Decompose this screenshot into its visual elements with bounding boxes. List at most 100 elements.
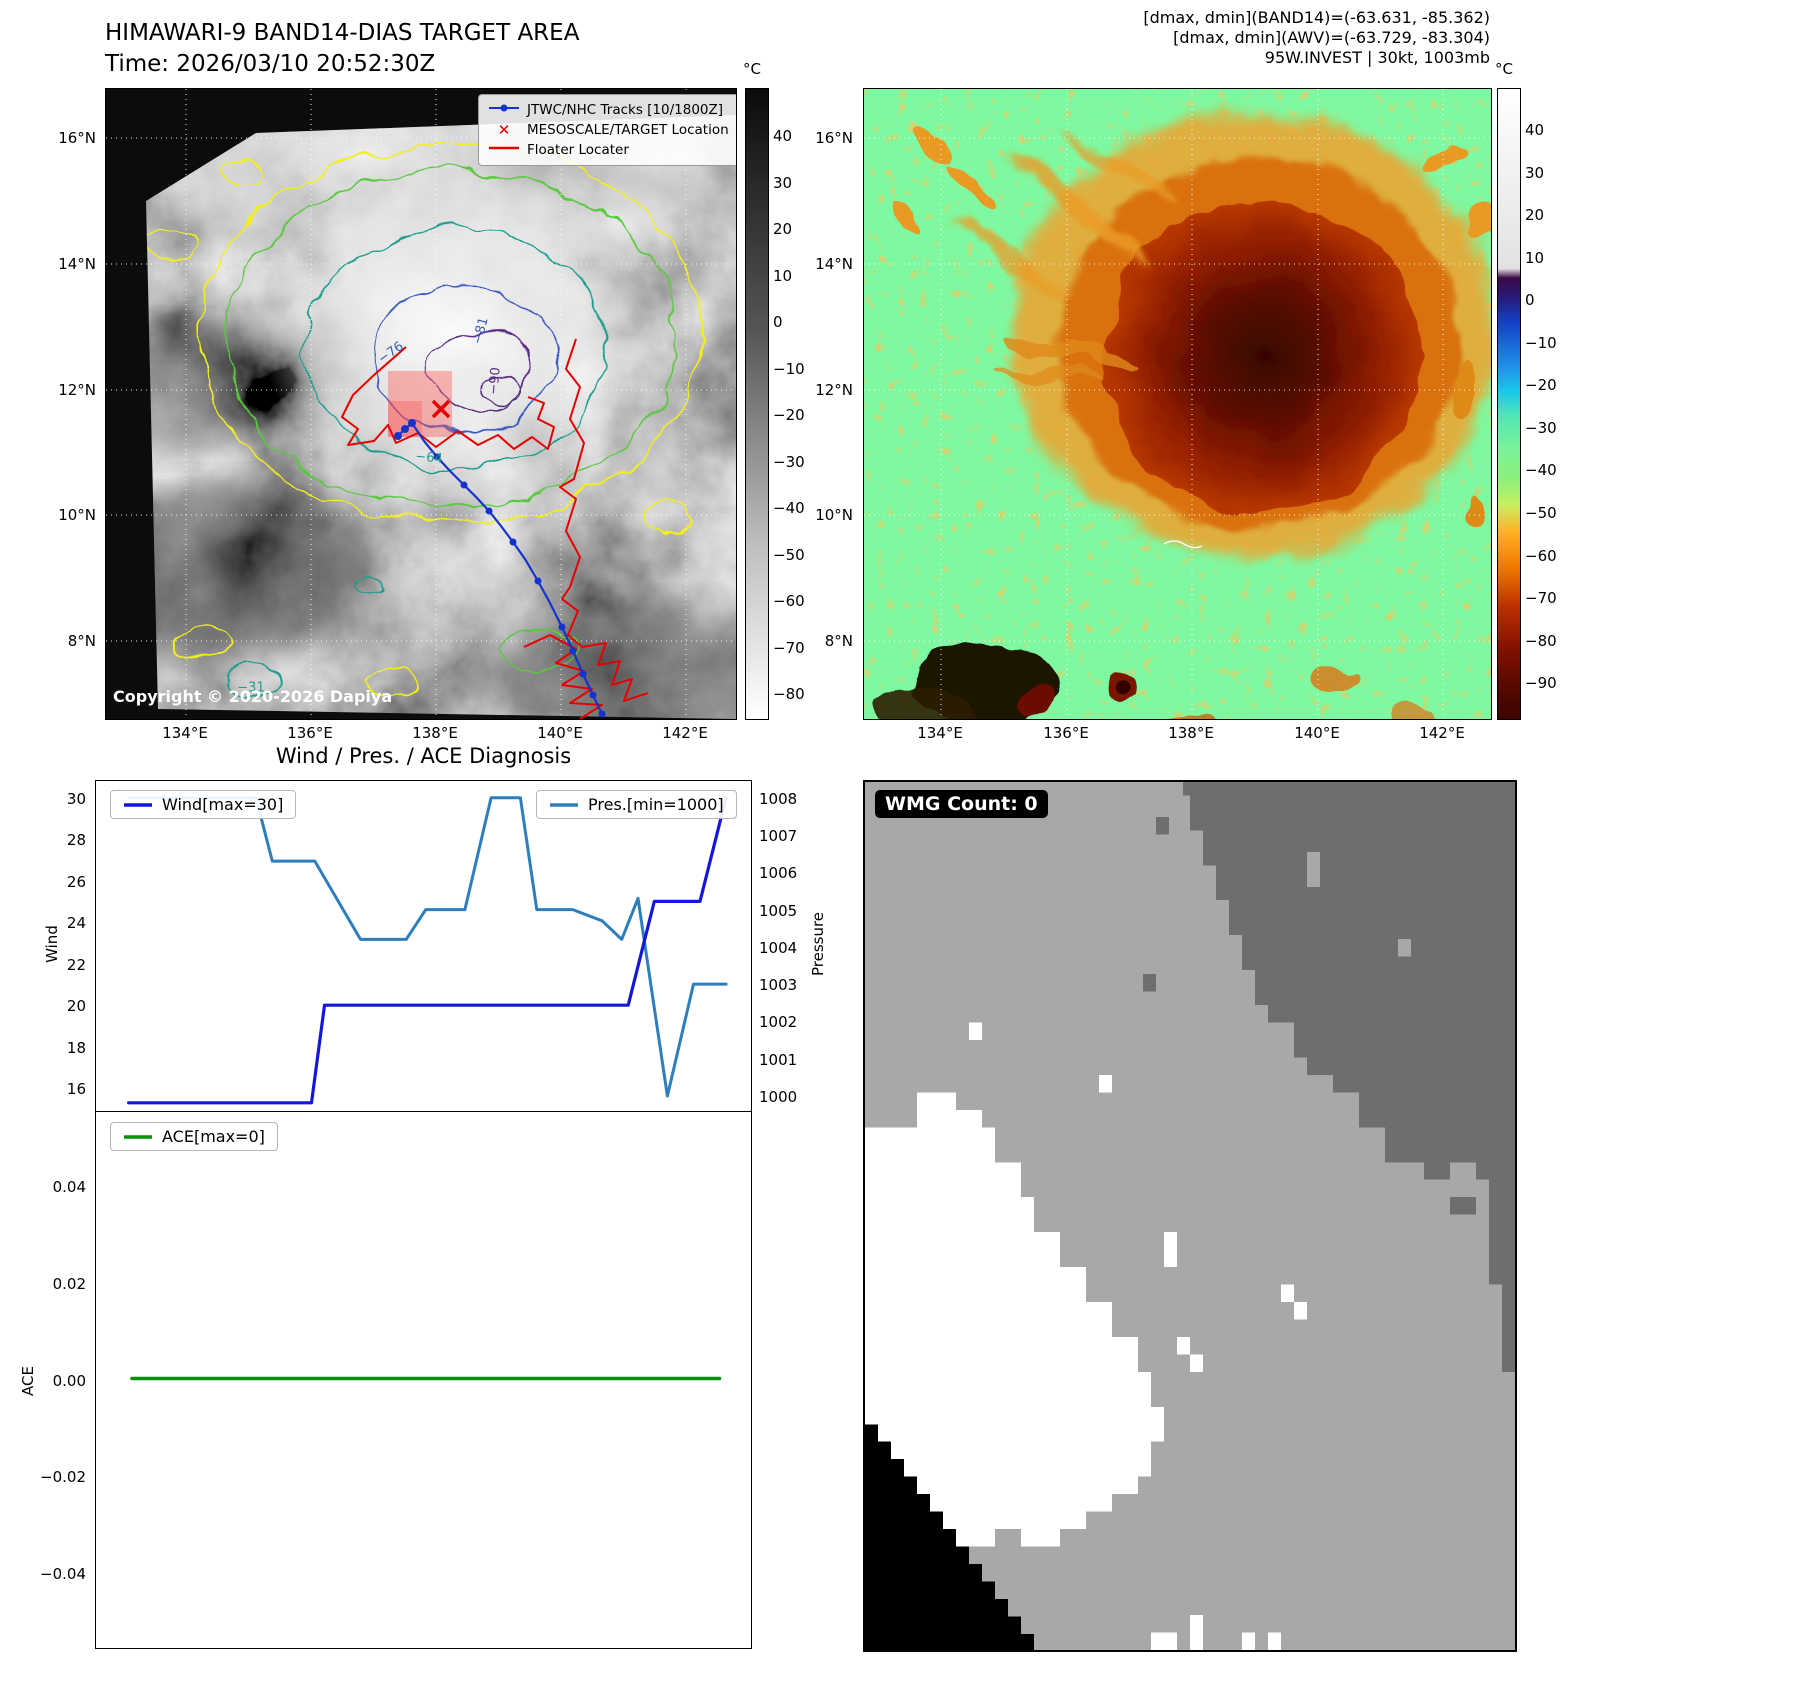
- wind-ytick: 26: [66, 872, 86, 891]
- awv-header-block: [dmax, dmin](BAND14)=(-63.631, -85.362) …: [1040, 8, 1490, 68]
- band14-colorbar-unit: °C: [743, 60, 761, 78]
- legend-floater-label: Floater Locater: [527, 142, 629, 158]
- wind-axis-label: Wind: [43, 925, 61, 963]
- diagnosis-title: Wind / Pres. / ACE Diagnosis: [275, 744, 572, 768]
- map-legend: JTWC/NHC Tracks [10/1800Z] ✕ MESOSCALE/T…: [478, 94, 736, 166]
- pressure-ytick: 1001: [759, 1050, 798, 1069]
- legend-row-floater: Floater Locater: [487, 140, 736, 160]
- wmg-count-label: WMG Count: 0: [875, 790, 1048, 818]
- target-area-shading: [388, 371, 452, 437]
- band14-colorbar-tick: −40: [773, 499, 805, 517]
- wind-ytick: 28: [66, 831, 86, 850]
- band14-lon-tick: 138°E: [412, 724, 458, 742]
- awv-lon-tick: 142°E: [1419, 724, 1465, 742]
- pressure-ytick: 1000: [759, 1087, 798, 1106]
- floater-line-icon: [487, 142, 521, 158]
- wind-ytick: 16: [66, 1080, 86, 1099]
- wind-ytick: 20: [66, 997, 86, 1016]
- band14-title-block: HIMAWARI-9 BAND14-DIAS TARGET AREA Time:…: [105, 18, 579, 80]
- track-line-icon: [487, 102, 521, 118]
- legend-tracks-label: JTWC/NHC Tracks [10/1800Z]: [527, 102, 724, 118]
- band14-lon-tick: 134°E: [162, 724, 208, 742]
- wmg-classification-map: WMG Count: 0: [863, 780, 1517, 1652]
- ace-ytick: 0.00: [52, 1371, 86, 1390]
- ace-chart: [130, 1376, 722, 1381]
- contour-label: −90: [486, 366, 504, 396]
- ace-ytick: 0.02: [52, 1274, 86, 1293]
- band14-lon-tick: 136°E: [287, 724, 333, 742]
- target-x-icon: ✕: [497, 121, 511, 139]
- contour-label: −64: [414, 449, 444, 467]
- legend-target-label: MESOSCALE/TARGET Location: [527, 122, 729, 138]
- awv-colorbar-tick: 30: [1525, 163, 1545, 182]
- copyright-text: Copyright © 2020-2026 Dapiya: [113, 687, 393, 706]
- band14-satellite-image: [106, 89, 736, 719]
- awv-lon-tick: 140°E: [1294, 724, 1340, 742]
- wind-ytick: 18: [66, 1038, 86, 1057]
- legend-row-target: ✕ MESOSCALE/TARGET Location: [487, 120, 736, 140]
- awv-colorbar-tick: −10: [1525, 333, 1557, 352]
- band14-colorbar-tick: 20: [773, 220, 793, 238]
- pressure-ytick: 1002: [759, 1013, 798, 1032]
- ace-ytick: −0.04: [40, 1565, 86, 1584]
- awv-colorbar-tick: −80: [1525, 631, 1557, 650]
- ace-ytick: 0.04: [52, 1177, 86, 1196]
- awv-lon-tick: 136°E: [1043, 724, 1089, 742]
- awv-colorbar-tick: −50: [1525, 503, 1557, 522]
- awv-colorbar-unit: °C: [1495, 60, 1513, 78]
- wind-legend: Wind[max=30]: [110, 790, 297, 819]
- band14-colorbar-tick: −20: [773, 406, 805, 424]
- ace-ytick: −0.02: [40, 1468, 86, 1487]
- band14-colorbar-tick: −80: [773, 685, 805, 703]
- band14-satellite-map: JTWC/NHC Tracks [10/1800Z] ✕ MESOSCALE/T…: [105, 88, 737, 720]
- band14-lat-tick: 8°N: [67, 632, 96, 650]
- pressure-legend: Pres.[min=1000]: [536, 790, 737, 819]
- jtwc-track: [394, 419, 606, 718]
- band14-colorbar-tick: −50: [773, 545, 805, 564]
- warm-spots: [874, 125, 1490, 719]
- wind-pressure-plot: [95, 780, 752, 1112]
- wind-pressure-chart: [126, 796, 728, 1105]
- ace-line-icon: [124, 1134, 152, 1139]
- awv-lat-tick: 14°N: [815, 255, 853, 273]
- wind-legend-label: Wind[max=30]: [162, 795, 284, 814]
- coastline: [1163, 540, 1203, 549]
- awv-satellite-image: [864, 89, 1491, 719]
- pressure-axis-label: Pressure: [809, 911, 827, 977]
- pressure-ytick: 1005: [759, 901, 798, 920]
- dmax-dmin-awv: [dmax, dmin](AWV)=(-63.729, -83.304): [1173, 28, 1490, 47]
- floater-locater-path: [341, 338, 649, 719]
- wind-line: [126, 796, 728, 1105]
- band14-title: HIMAWARI-9 BAND14-DIAS TARGET AREA: [105, 20, 580, 46]
- target-x-marker: [431, 399, 451, 419]
- awv-colorbar-tick: −90: [1525, 674, 1557, 693]
- pressure-ytick: 1006: [759, 864, 798, 883]
- band14-colorbar-tick: −60: [773, 592, 805, 610]
- awv-lat-tick: 10°N: [815, 506, 853, 524]
- pressure-line: [127, 796, 728, 1098]
- dmax-dmin-band14: [dmax, dmin](BAND14)=(-63.631, -85.362): [1143, 8, 1490, 27]
- wind-ytick: 22: [66, 955, 86, 974]
- awv-colorbar-tick: −20: [1525, 376, 1557, 395]
- awv-colorbar-tick: 0: [1525, 291, 1535, 310]
- pressure-ytick: 1003: [759, 976, 798, 995]
- band14-lat-tick: 12°N: [58, 381, 96, 399]
- graticule: [106, 89, 736, 719]
- pressure-legend-label: Pres.[min=1000]: [588, 795, 724, 814]
- awv-colorbar-tick: −30: [1525, 418, 1557, 437]
- band14-lon-tick: 142°E: [662, 724, 708, 742]
- band14-colorbar-tick: 40: [773, 127, 793, 145]
- band14-lat-tick: 16°N: [58, 129, 96, 147]
- wmg-pixel-image: [865, 782, 1515, 1650]
- ace-legend-label: ACE[max=0]: [162, 1127, 265, 1146]
- band14-colorbar-tick: −10: [773, 359, 805, 378]
- wind-ytick: 24: [66, 914, 86, 933]
- band14-colorbar-tick: −30: [773, 452, 805, 471]
- awv-colorbar-tick: −40: [1525, 461, 1557, 480]
- contour-label: −31: [237, 680, 265, 696]
- awv-colorbar-tick: −60: [1525, 546, 1557, 565]
- legend-row-tracks: JTWC/NHC Tracks [10/1800Z]: [487, 100, 736, 120]
- awv-colorbar-tick: 20: [1525, 206, 1545, 225]
- band14-colorbar: [745, 88, 769, 720]
